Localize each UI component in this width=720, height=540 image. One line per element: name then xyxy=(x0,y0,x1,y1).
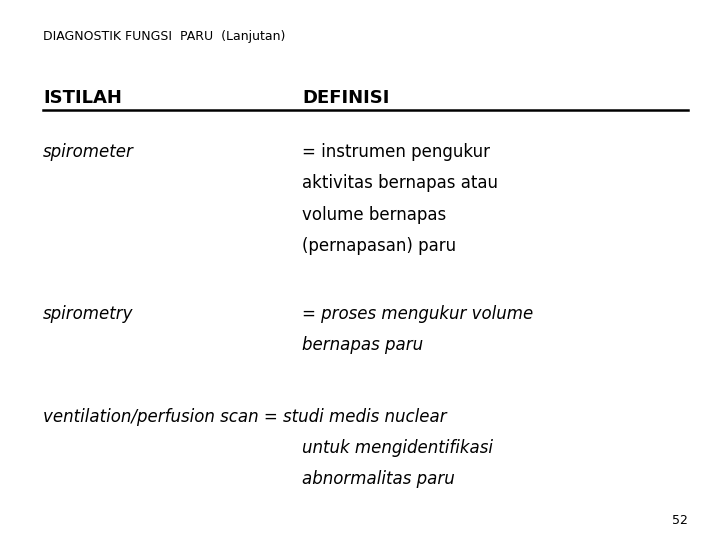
Text: bernapas paru: bernapas paru xyxy=(302,336,423,354)
Text: spirometer: spirometer xyxy=(43,143,134,161)
Text: DIAGNOSTIK FUNGSI  PARU  (Lanjutan): DIAGNOSTIK FUNGSI PARU (Lanjutan) xyxy=(43,30,286,43)
Text: spirometry: spirometry xyxy=(43,305,134,323)
Text: (pernapasan) paru: (pernapasan) paru xyxy=(302,237,456,255)
Text: 52: 52 xyxy=(672,514,688,526)
Text: = proses mengukur volume: = proses mengukur volume xyxy=(302,305,534,323)
Text: volume bernapas: volume bernapas xyxy=(302,206,446,224)
Text: aktivitas bernapas atau: aktivitas bernapas atau xyxy=(302,174,498,192)
Text: abnormalitas paru: abnormalitas paru xyxy=(302,470,455,488)
Text: ventilation/perfusion scan = studi medis nuclear: ventilation/perfusion scan = studi medis… xyxy=(43,408,447,426)
Text: ISTILAH: ISTILAH xyxy=(43,89,122,107)
Text: DEFINISI: DEFINISI xyxy=(302,89,390,107)
Text: untuk mengidentifikasi: untuk mengidentifikasi xyxy=(302,439,493,457)
Text: = instrumen pengukur: = instrumen pengukur xyxy=(302,143,490,161)
